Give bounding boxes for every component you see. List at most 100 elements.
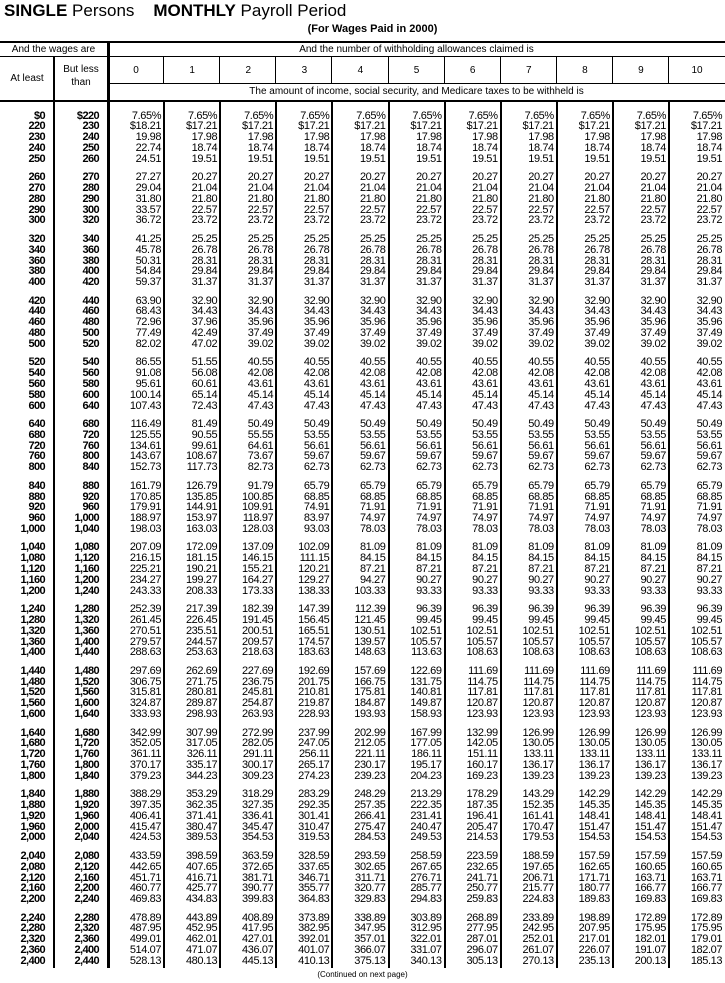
tax-amount-cell: 47.43 xyxy=(640,399,666,412)
tax-amount-cell: 32.90 xyxy=(472,294,498,307)
tax-amount-cell: 21.04 xyxy=(640,182,666,194)
tax-amount-cell: 7.65% xyxy=(580,109,611,122)
tax-amount-cell: 379.23 xyxy=(129,769,162,782)
tax-amount-cell: 74.91 xyxy=(303,501,330,514)
tax-amount-cell: 78.03 xyxy=(528,522,554,535)
tax-amount-cell: 47.43 xyxy=(303,399,330,412)
tax-amount-cell: 309.23 xyxy=(242,769,274,782)
tax-amount-cell: 296.07 xyxy=(466,944,498,956)
tax-amount-cell: 336.41 xyxy=(242,809,274,822)
tax-amount-cell: 17.98 xyxy=(359,131,386,144)
tax-amount-cell: 279.57 xyxy=(129,635,162,648)
tax-amount-cell: 130.05 xyxy=(522,737,555,750)
at-least-cell: 360 xyxy=(28,254,45,267)
but-less-than-cell: 1,960 xyxy=(74,809,99,822)
tax-amount-cell: 31.37 xyxy=(640,276,666,289)
tax-amount-cell: 277.95 xyxy=(466,922,498,935)
tax-amount-cell: 218.63 xyxy=(242,646,274,659)
tax-amount-cell: 99.45 xyxy=(640,613,666,626)
tax-amount-cell: 27.27 xyxy=(135,171,162,184)
tax-amount-cell: 19.51 xyxy=(416,152,442,165)
tax-amount-cell: 174.57 xyxy=(298,635,330,648)
tax-amount-cell: 17.98 xyxy=(640,131,666,144)
at-least-cell: 960 xyxy=(28,512,45,525)
tax-amount-cell: 68.85 xyxy=(303,490,330,503)
tax-amount-cell: 68.85 xyxy=(416,490,442,503)
tax-amount-cell: 96.39 xyxy=(584,603,610,616)
tax-amount-cell: 221.11 xyxy=(355,748,386,761)
tax-amount-cell: 94.27 xyxy=(359,573,386,586)
tax-amount-cell: 117.73 xyxy=(186,461,218,474)
tax-amount-cell: 36.72 xyxy=(135,214,162,227)
tax-amount-cell: 382.95 xyxy=(298,922,330,935)
title-payroll-period: Payroll Period xyxy=(240,1,347,20)
tax-amount-cell: 25.25 xyxy=(359,232,386,245)
at-least-cell: 380 xyxy=(28,265,45,278)
tax-amount-cell: 21.80 xyxy=(247,192,274,205)
but-less-than-cell: 540 xyxy=(82,356,99,369)
but-less-than-cell: 2,040 xyxy=(74,831,99,844)
tax-amount-cell: 145.35 xyxy=(634,799,667,811)
tax-amount-cell: 108.63 xyxy=(522,646,555,659)
tax-amount-cell: 7.65% xyxy=(356,109,386,122)
but-less-than-cell: 270 xyxy=(82,171,99,184)
tax-amount-cell: 33.57 xyxy=(135,203,162,216)
tax-amount-cell: 59.67 xyxy=(640,450,666,463)
tax-amount-cell: 45.14 xyxy=(247,388,274,401)
tax-amount-cell: 185.13 xyxy=(690,954,723,967)
tax-amount-cell: 29.84 xyxy=(303,265,330,278)
tax-amount-cell: 270.51 xyxy=(129,624,162,637)
tax-amount-cell: 28.31 xyxy=(303,254,330,267)
but-less-than-header: But less than xyxy=(63,64,99,88)
tax-amount-cell: 7.65% xyxy=(468,109,498,122)
tax-amount-cell: 34.43 xyxy=(584,305,610,318)
tax-amount-cell: 43.61 xyxy=(416,377,442,390)
but-less-than-cell: 680 xyxy=(82,418,99,430)
tax-amount-cell: 62.73 xyxy=(528,461,554,474)
tax-amount-cell: 103.33 xyxy=(354,584,386,597)
at-least-cell: 2,000 xyxy=(20,831,45,844)
tax-amount-cell: 130.05 xyxy=(690,737,723,750)
tax-amount-cell: 266.41 xyxy=(354,809,386,822)
tax-amount-cell: 34.43 xyxy=(359,305,386,318)
tax-amount-cell: 47.43 xyxy=(696,399,723,412)
tax-amount-cell: 18.74 xyxy=(247,141,274,154)
tax-amount-cell: 56.61 xyxy=(696,439,723,452)
at-least-cell: 560 xyxy=(28,377,45,390)
tax-amount-cell: 109.91 xyxy=(242,501,274,514)
wages-label: And the wages are xyxy=(11,44,96,55)
at-least-cell: 2,120 xyxy=(20,871,45,884)
tax-amount-cell: 90.27 xyxy=(696,573,723,586)
tax-amount-cell: $17.21 xyxy=(690,120,723,133)
but-less-than-cell: 250 xyxy=(82,141,99,154)
at-least-cell: 1,280 xyxy=(20,613,45,626)
tax-amount-cell: 81.49 xyxy=(191,418,218,430)
tax-amount-cell: 143.29 xyxy=(522,788,555,801)
tax-amount-cell: 257.35 xyxy=(354,799,386,811)
tax-amount-cell: 145.35 xyxy=(690,799,723,811)
tax-amount-cell: 427.01 xyxy=(242,933,274,946)
column-divider xyxy=(388,101,390,968)
tax-amount-cell: 81.09 xyxy=(640,541,666,554)
tax-amount-cell: 87.21 xyxy=(528,563,554,575)
tax-amount-cell: 22.57 xyxy=(303,203,330,216)
tax-amount-cell: 292.35 xyxy=(298,799,330,811)
tax-amount-cell: 407.65 xyxy=(185,860,218,873)
tax-amount-cell: 35.96 xyxy=(303,316,330,329)
tax-amount-cell: 213.29 xyxy=(410,788,442,801)
tax-amount-cell: 452.95 xyxy=(185,922,218,935)
tax-amount-cell: 120.87 xyxy=(634,697,667,710)
tax-amount-cell: 158.93 xyxy=(410,708,442,720)
tax-amount-cell: 87.21 xyxy=(696,563,723,575)
tax-amount-cell: 93.33 xyxy=(584,584,610,597)
tax-amount-cell: 81.09 xyxy=(528,541,554,554)
but-less-than-cell: 2,160 xyxy=(74,871,99,884)
tax-amount-cell: 209.57 xyxy=(242,635,274,648)
tax-amount-cell: 399.83 xyxy=(242,893,274,906)
tax-amount-cell: 105.57 xyxy=(522,635,555,648)
but-less-than-cell: 1,080 xyxy=(74,541,99,554)
tax-amount-cell: 59.67 xyxy=(696,450,723,463)
but-less-than-cell: 1,720 xyxy=(74,737,99,750)
at-least-cell: 480 xyxy=(28,327,45,339)
header-column-divider xyxy=(219,56,220,84)
